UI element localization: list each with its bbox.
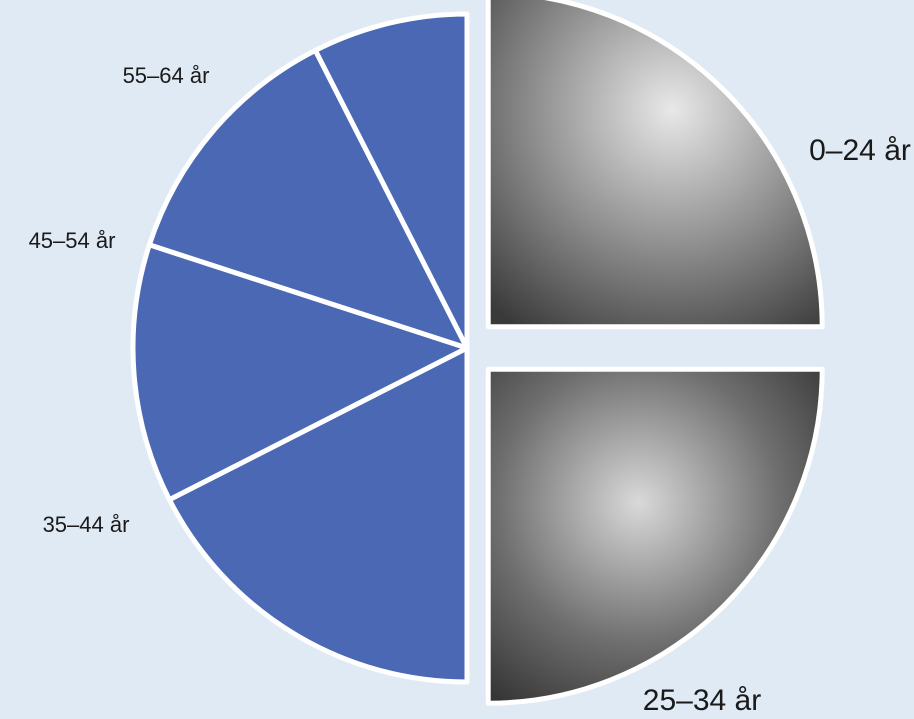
pie-slice-unlabeled xyxy=(312,11,470,351)
slice-label: 55–64 år xyxy=(123,63,210,88)
pie-slice-35-44-r xyxy=(166,345,470,685)
slice-label: 45–54 år xyxy=(29,228,116,253)
pie-slice-55-64-r xyxy=(146,47,470,351)
slice-label: 35–44 år xyxy=(43,512,130,537)
slice-label: 0–24 år xyxy=(809,134,911,167)
pie-slice-25-34-r xyxy=(485,366,825,706)
pie-slice-45-54-r xyxy=(130,242,470,503)
slice-label: 25–34 år xyxy=(643,684,761,717)
pie-slice-0-24-r xyxy=(485,0,825,330)
